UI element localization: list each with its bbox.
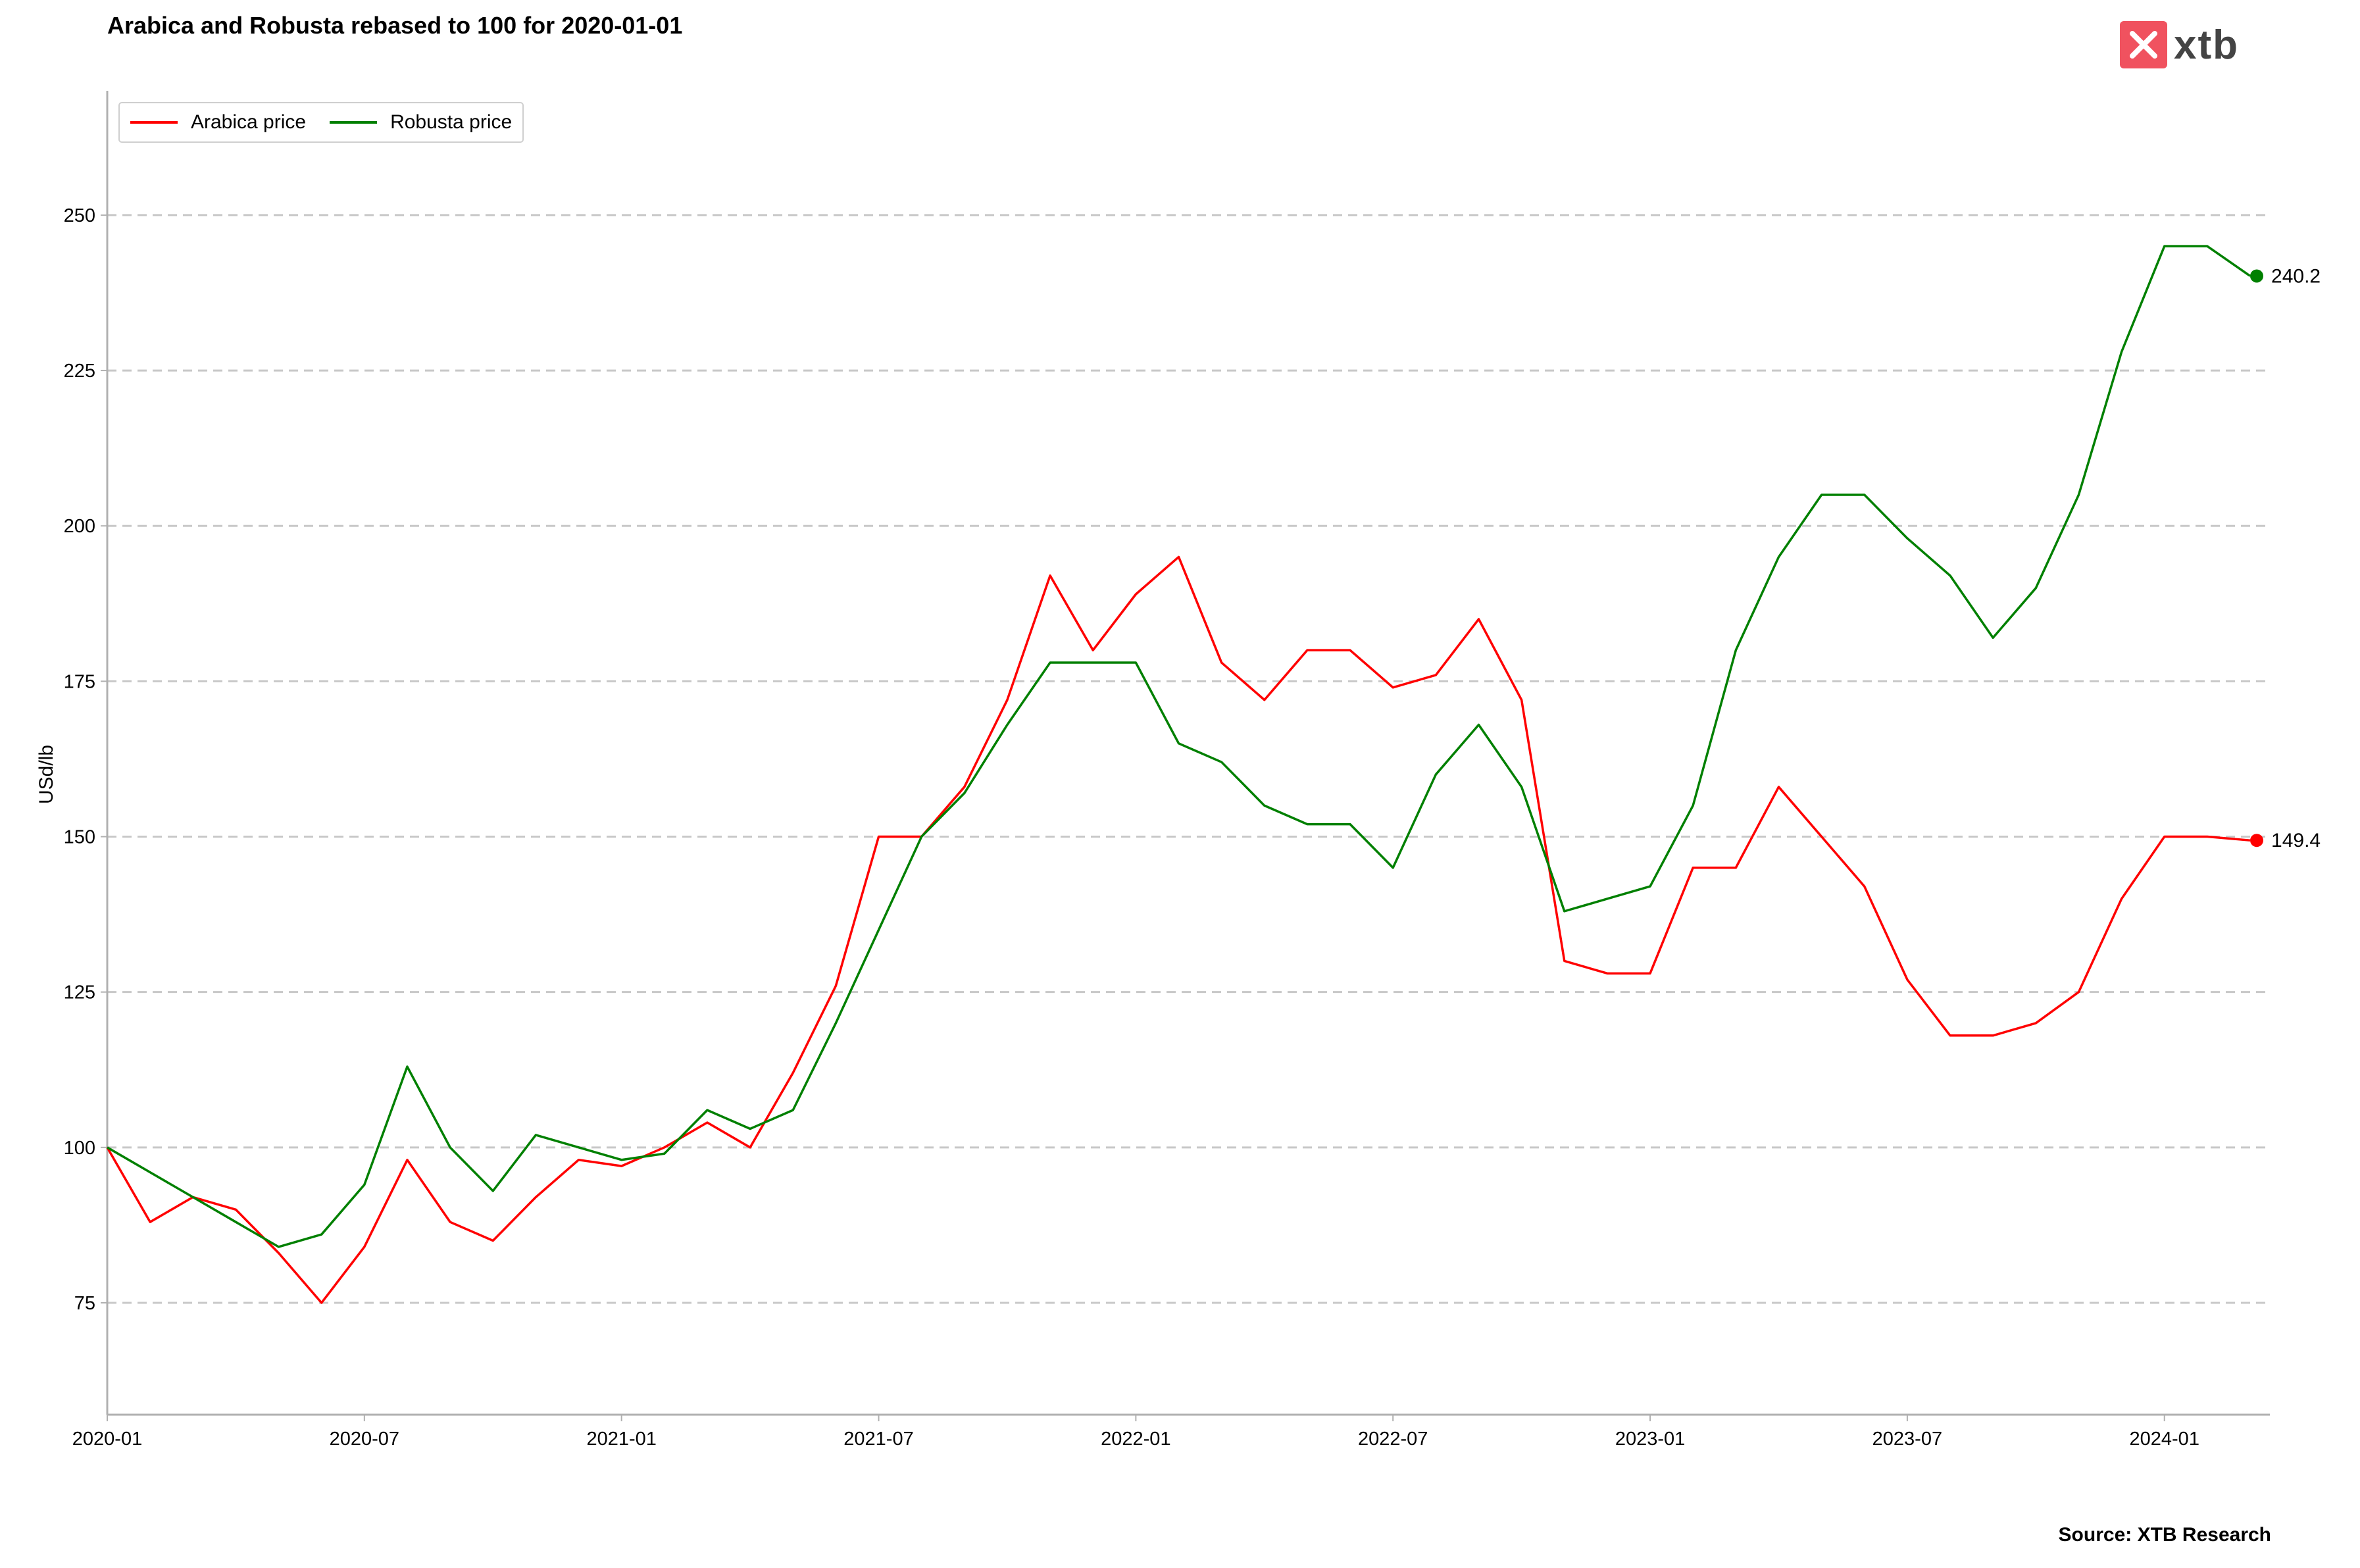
x-tick-label: 2023-07 xyxy=(1872,1429,1942,1450)
y-tick-labels: 75 100 125 150 175 200 225 250 xyxy=(64,205,95,1314)
axes xyxy=(101,91,2270,1421)
y-tick-label: 200 xyxy=(64,516,95,537)
y-tick-label: 250 xyxy=(64,205,95,226)
legend-label-arabica: Arabica price xyxy=(191,111,307,133)
x-tick-label: 2020-01 xyxy=(72,1429,142,1450)
x-tick-label: 2022-01 xyxy=(1101,1429,1170,1450)
source-note: Source: XTB Research xyxy=(2058,1524,2271,1546)
x-tick-label: 2024-01 xyxy=(2130,1429,2199,1450)
chart-title: Arabica and Robusta rebased to 100 for 2… xyxy=(107,12,683,39)
x-tick-label: 2021-07 xyxy=(843,1429,913,1450)
x-tick-labels: 2020-01 2020-07 2021-01 2021-07 2022-01 2022-… xyxy=(72,1429,2199,1450)
y-tick-label: 125 xyxy=(64,982,95,1003)
legend-label-robusta: Robusta price xyxy=(390,111,513,133)
series-line-arabica xyxy=(106,555,2251,1304)
end-markers: 149.4 240.2 xyxy=(2250,265,2321,851)
legend-item-arabica: Arabica price xyxy=(130,111,306,134)
y-tick-label: 225 xyxy=(64,361,95,382)
logo-text: xtb xyxy=(2174,22,2239,68)
x-logo-icon xyxy=(2120,21,2167,68)
end-label-arabica: 149.4 xyxy=(2271,830,2321,851)
series-lines xyxy=(106,245,2251,1304)
legend: Arabica price Robusta price xyxy=(118,102,524,143)
y-tick-label: 100 xyxy=(64,1138,95,1159)
legend-swatch-arabica xyxy=(130,121,178,124)
x-tick-label: 2022-07 xyxy=(1358,1429,1428,1450)
xtb-logo: xtb xyxy=(2120,21,2239,68)
legend-item-robusta: Robusta price xyxy=(330,111,512,134)
y-tick-label: 150 xyxy=(64,827,95,848)
x-tick-label: 2023-01 xyxy=(1615,1429,1685,1450)
end-label-robusta: 240.2 xyxy=(2271,265,2321,287)
y-tick-label: 175 xyxy=(64,671,95,692)
gridlines xyxy=(107,214,2270,1304)
end-marker-arabica xyxy=(2250,834,2264,847)
legend-swatch-robusta xyxy=(330,121,378,124)
y-tick-label: 75 xyxy=(74,1293,95,1314)
x-tick-label: 2020-07 xyxy=(330,1429,399,1450)
x-tick-label: 2021-01 xyxy=(586,1429,656,1450)
series-line-robusta xyxy=(107,245,2251,1248)
end-marker-robusta xyxy=(2250,269,2264,283)
